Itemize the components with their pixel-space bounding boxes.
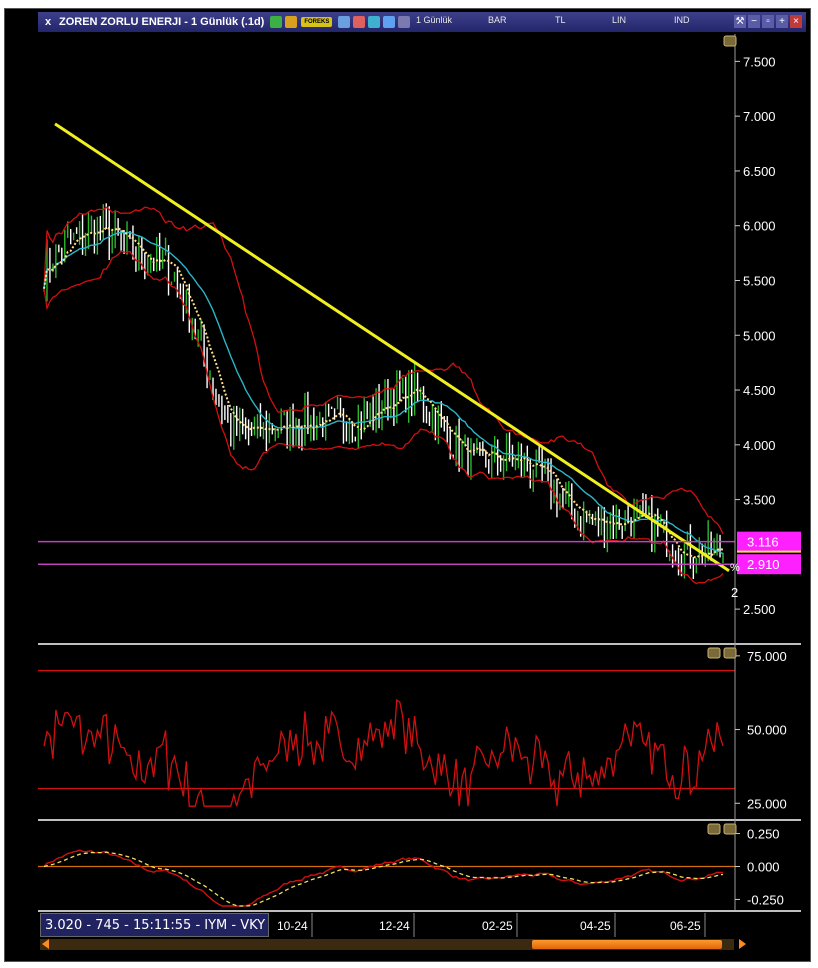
price-level-badge — [737, 554, 801, 575]
price-level-label: 2.910 — [747, 557, 780, 572]
panel-control-icon — [723, 35, 737, 47]
macd-tick-label: 0.000 — [747, 860, 780, 875]
bollinger-lower — [43, 250, 724, 585]
dotted-ma-line — [43, 226, 724, 559]
toolbar-icons — [270, 16, 298, 28]
axes: 7.500 7.000 6.500 6.000 5.500 5.000 4.500 4.000… — [38, 34, 801, 937]
scroll-right-icon[interactable] — [739, 939, 746, 949]
price-level-label: 3.116 — [747, 535, 779, 550]
maximize-button[interactable]: + — [776, 15, 788, 28]
settings-icon[interactable] — [285, 16, 298, 28]
globe-icon[interactable] — [383, 16, 396, 28]
price-tick-label: 7.000 — [743, 109, 776, 124]
rsi-tick-label: 50.000 — [747, 723, 787, 738]
price-tick-label: 5.000 — [743, 328, 776, 343]
macd-line — [43, 849, 723, 907]
price-tick-label: 6.000 — [743, 219, 776, 234]
macd-panel — [38, 823, 735, 910]
price-tick-label: 4.500 — [743, 383, 776, 398]
pencil-icon[interactable] — [368, 16, 381, 28]
panel-control-icon — [707, 823, 721, 835]
period-selector[interactable]: 1 Günlük — [416, 15, 453, 25]
date-tick-label: 04-25 — [580, 919, 611, 933]
chart-type-selector[interactable]: BAR — [488, 15, 507, 25]
indicator-selector[interactable]: IND — [674, 15, 690, 25]
price-tick-label: 7.500 — [743, 54, 776, 69]
date-tick-label: 12-24 — [379, 919, 410, 933]
panel-control-icon — [723, 823, 737, 835]
macd-tick-label: -0.250 — [747, 892, 784, 907]
price-tick-label: 5.500 — [743, 273, 776, 288]
rsi-line — [43, 698, 724, 807]
trendline — [54, 122, 730, 573]
minimize-button[interactable]: − — [748, 15, 760, 28]
price-panel-bg — [38, 34, 735, 642]
macd-tick-label: 0.250 — [747, 827, 780, 842]
panel-control-icon — [707, 647, 721, 659]
moving-average-line — [43, 231, 724, 555]
date-tick-label: 06-25 — [670, 919, 701, 933]
price-level-badge — [737, 531, 801, 552]
panel-control-icon — [723, 647, 737, 659]
grid-icon[interactable] — [338, 16, 351, 28]
status-bar: 3.020 - 745 - 15:11:55 - IYM - VKY — [40, 913, 269, 937]
window-title: ZOREN ZORLU ENERJI - 1 Günlük (.1d) — [59, 16, 265, 28]
tools-icon[interactable]: ⚒ — [734, 15, 746, 28]
axis-bg — [735, 34, 801, 910]
date-tick-label: 02-25 — [482, 919, 513, 933]
drawing-tools — [338, 16, 411, 28]
price-tick-label: 2.500 — [743, 602, 776, 617]
price-tick-label: 3.500 — [743, 493, 776, 508]
price-tick-label: 4.000 — [743, 438, 776, 453]
price-panel — [38, 34, 735, 642]
rsi-tick-label: 75.000 — [747, 649, 787, 664]
window-controls: ⚒ − ▫ + × — [734, 15, 802, 28]
scale-selector[interactable]: LIN — [612, 15, 627, 25]
color-icon[interactable] — [353, 16, 366, 28]
close-button[interactable]: × — [790, 15, 802, 28]
scroll-left-icon[interactable] — [42, 939, 49, 949]
refresh-icon[interactable] — [270, 16, 283, 28]
currency-selector[interactable]: TL — [555, 15, 566, 25]
restore-button[interactable]: ▫ — [762, 15, 774, 28]
forex-badge[interactable]: FOREKS — [301, 17, 333, 27]
date-tick-label: 10-24 — [277, 919, 308, 933]
line-tool-icon[interactable] — [398, 16, 411, 28]
price-tick-label: 6.500 — [743, 164, 776, 179]
close-x-icon[interactable]: x — [44, 16, 52, 28]
rsi-panel — [38, 647, 735, 818]
rsi-tick-label: 25.000 — [747, 796, 787, 811]
bollinger-upper — [43, 206, 724, 535]
horizontal-scrollbar[interactable] — [40, 939, 746, 950]
scroll-thumb[interactable] — [532, 940, 722, 949]
percent-marker: % — [730, 562, 740, 574]
scale-marker: 2 — [731, 585, 738, 600]
window-titlebar[interactable]: x ZOREN ZORLU ENERJI - 1 Günlük (.1d) FO… — [38, 12, 806, 32]
